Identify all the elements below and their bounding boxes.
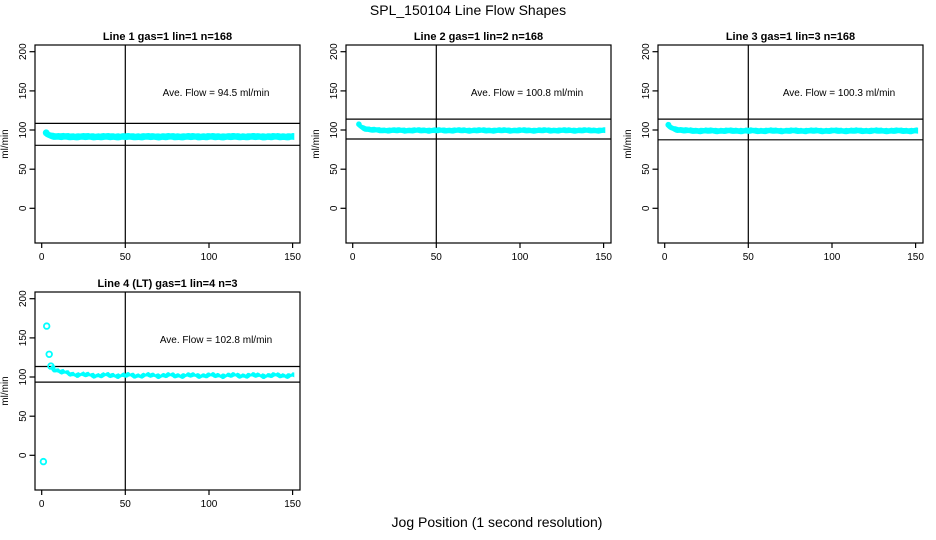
subplot-title: Line 2 gas=1 lin=2 n=168 — [414, 31, 543, 43]
y-tick-label: 150 — [329, 82, 340, 99]
plot-box — [657, 44, 924, 244]
y-tick-label: 50 — [18, 410, 29, 422]
subplot-title: Line 1 gas=1 lin=1 n=168 — [103, 31, 232, 43]
subplot-title: Line 3 gas=1 lin=3 n=168 — [726, 31, 855, 43]
y-tick-label: 0 — [18, 205, 29, 211]
y-tick-label: 200 — [641, 43, 652, 60]
y-tick-label: 150 — [18, 82, 29, 99]
y-tick-label: 0 — [329, 205, 340, 211]
y-tick-label: 50 — [18, 163, 29, 175]
plot-box — [345, 44, 612, 244]
ave-flow-label: Ave. Flow = 100.3 ml/min — [783, 88, 895, 99]
data-point-band — [667, 121, 919, 135]
data-point-band — [357, 121, 606, 134]
chart-area: 0 50 100 150 0 50 100 150 200 — [329, 43, 612, 263]
y-tick-label: 50 — [641, 163, 652, 175]
outlier-point — [45, 350, 53, 358]
chart-area: 0 50 100 150 0 50 100 150 200 — [18, 43, 301, 263]
ave-flow-label: Ave. Flow = 94.5 ml/min — [163, 88, 270, 99]
plot-box — [34, 291, 301, 491]
y-tick-label: 200 — [18, 290, 29, 307]
ave-flow-label: Ave. Flow = 102.8 ml/min — [160, 335, 272, 346]
y-tick-label: 100 — [641, 121, 652, 138]
x-tick-label: 0 — [39, 252, 45, 263]
x-tick-label: 150 — [284, 252, 301, 263]
chart-area: 0 50 100 150 0 50 100 150 200 — [18, 290, 301, 510]
subplot-line-2: Line 2 gas=1 lin=2 n=168 Ave. Flow = 100… — [311, 31, 612, 263]
x-tick-label: 0 — [662, 252, 668, 263]
data-point-band — [45, 129, 295, 141]
y-tick-label: 100 — [329, 121, 340, 138]
main-title: SPL_150104 Line Flow Shapes — [369, 2, 567, 18]
ave-flow-label: Ave. Flow = 100.8 ml/min — [471, 88, 583, 99]
x-tick-label: 100 — [824, 252, 841, 263]
x-tick-label: 50 — [120, 252, 132, 263]
outlier-point — [47, 362, 55, 370]
y-tick-label: 0 — [641, 205, 652, 211]
x-tick-label: 100 — [201, 252, 218, 263]
plot-box — [34, 44, 301, 244]
y-tick-label: 200 — [329, 43, 340, 60]
band-head-point — [356, 121, 362, 127]
x-axis-label: Jog Position (1 second resolution) — [391, 514, 603, 530]
band-head-point — [665, 121, 672, 128]
y-axis-title: ml/min — [0, 376, 11, 405]
band-head-point — [42, 129, 50, 137]
y-tick-label: 200 — [18, 43, 29, 60]
x-tick-label: 50 — [431, 252, 443, 263]
chart-area: 0 50 100 150 0 50 100 150 200 — [641, 43, 924, 263]
x-tick-label: 150 — [284, 499, 301, 510]
x-tick-label: 50 — [120, 499, 132, 510]
x-tick-label: 100 — [512, 252, 529, 263]
y-tick-label: 50 — [329, 163, 340, 175]
data-point-band — [51, 365, 295, 380]
x-tick-label: 150 — [907, 252, 924, 263]
y-tick-label: 100 — [18, 121, 29, 138]
outlier-point — [43, 322, 51, 330]
x-tick-label: 100 — [201, 499, 218, 510]
y-axis-title: ml/min — [623, 129, 634, 158]
y-tick-label: 0 — [18, 452, 29, 458]
y-tick-label: 150 — [641, 82, 652, 99]
subplot-line-1: Line 1 gas=1 lin=1 n=168 Ave. Flow = 94.… — [0, 31, 301, 263]
subplot-line-3: Line 3 gas=1 lin=3 n=168 Ave. Flow = 100… — [623, 31, 924, 263]
outlier-point — [39, 457, 48, 466]
y-tick-label: 150 — [18, 329, 29, 346]
x-tick-label: 150 — [595, 252, 612, 263]
y-axis-title: ml/min — [0, 129, 11, 158]
x-tick-label: 0 — [350, 252, 356, 263]
y-axis-title: ml/min — [311, 129, 322, 158]
y-tick-label: 100 — [18, 368, 29, 385]
subplot-line-4: Line 4 (LT) gas=1 lin=4 n=3 Ave. Flow = … — [0, 278, 301, 510]
subplot-title: Line 4 (LT) gas=1 lin=4 n=3 — [97, 278, 237, 290]
x-tick-label: 0 — [39, 499, 45, 510]
x-tick-label: 50 — [743, 252, 755, 263]
